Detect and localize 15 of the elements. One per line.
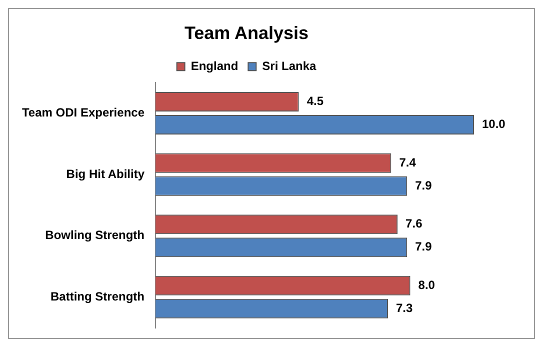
y-tick-label: Team ODI Experience (22, 106, 145, 120)
legend-label: England (190, 58, 238, 73)
legend-label: Sri Lanka (262, 58, 317, 73)
y-tick-label: Bowling Strength (45, 228, 144, 242)
data-label: 7.3 (396, 300, 414, 315)
data-label: 10.0 (482, 117, 506, 132)
data-label: 4.5 (306, 94, 324, 108)
y-tick-label: Big Hit Ability (66, 166, 145, 181)
data-label: 7.9 (415, 240, 432, 254)
data-label: 7.9 (415, 178, 432, 192)
chart-title: Team Analysis (184, 22, 309, 43)
data-label: 8.0 (418, 278, 436, 292)
data-label: 7.4 (399, 155, 416, 170)
y-tick-label: Batting Strength (50, 289, 144, 304)
data-label: 7.6 (406, 216, 423, 231)
